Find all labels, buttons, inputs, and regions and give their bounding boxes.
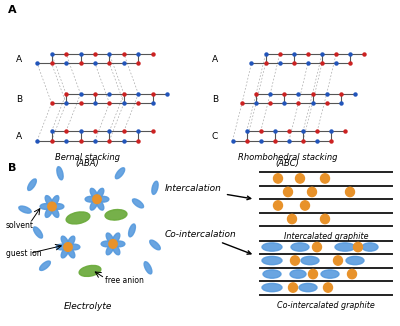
Text: Rhombohedral stacking: Rhombohedral stacking [238, 153, 338, 162]
Text: B: B [16, 95, 22, 104]
Circle shape [48, 202, 56, 211]
Text: guest ion: guest ion [6, 249, 42, 258]
Ellipse shape [96, 200, 104, 210]
Ellipse shape [90, 188, 98, 199]
Text: Intercalated graphite: Intercalated graphite [284, 232, 368, 242]
Ellipse shape [85, 196, 96, 202]
Text: A: A [16, 55, 22, 64]
Ellipse shape [112, 244, 120, 255]
Text: A: A [16, 132, 22, 141]
Circle shape [274, 201, 282, 210]
Text: Electrolyte: Electrolyte [64, 303, 112, 311]
Ellipse shape [112, 233, 120, 243]
Circle shape [320, 214, 330, 224]
Ellipse shape [128, 224, 136, 237]
Circle shape [308, 269, 318, 279]
Ellipse shape [144, 262, 152, 274]
Text: solvent: solvent [6, 221, 34, 230]
Circle shape [320, 174, 330, 183]
Text: Co-intercalation: Co-intercalation [165, 230, 251, 254]
Circle shape [334, 256, 342, 265]
Text: Bernal stacking: Bernal stacking [55, 153, 120, 162]
Circle shape [288, 283, 298, 292]
Ellipse shape [290, 270, 306, 278]
Text: Intercalation: Intercalation [165, 184, 251, 200]
Ellipse shape [262, 243, 282, 251]
Ellipse shape [105, 210, 127, 220]
Ellipse shape [34, 227, 42, 238]
Ellipse shape [101, 241, 112, 247]
Ellipse shape [61, 248, 68, 258]
Circle shape [354, 242, 362, 252]
Circle shape [324, 283, 332, 292]
Text: B: B [212, 95, 218, 104]
Ellipse shape [114, 241, 125, 247]
Ellipse shape [262, 256, 282, 265]
Ellipse shape [291, 243, 309, 251]
Ellipse shape [262, 283, 282, 292]
Ellipse shape [299, 283, 317, 292]
Ellipse shape [301, 256, 319, 265]
Ellipse shape [53, 204, 64, 209]
Circle shape [93, 195, 101, 204]
Text: Co-intercalated graphite: Co-intercalated graphite [277, 301, 375, 310]
Ellipse shape [69, 244, 80, 250]
Ellipse shape [40, 261, 50, 271]
Ellipse shape [40, 204, 51, 209]
Ellipse shape [98, 196, 109, 202]
Ellipse shape [321, 270, 339, 278]
Text: free anion: free anion [105, 276, 144, 285]
Ellipse shape [152, 181, 158, 194]
Text: (ABC): (ABC) [276, 159, 300, 168]
Ellipse shape [132, 199, 144, 208]
Ellipse shape [57, 167, 63, 180]
Ellipse shape [106, 233, 114, 243]
Text: (ABA): (ABA) [76, 159, 99, 168]
Ellipse shape [106, 244, 114, 255]
Ellipse shape [96, 188, 104, 199]
Ellipse shape [150, 240, 160, 250]
Circle shape [64, 243, 72, 251]
Circle shape [348, 269, 356, 279]
Circle shape [288, 214, 296, 224]
Ellipse shape [362, 243, 378, 251]
Ellipse shape [66, 212, 90, 224]
Ellipse shape [61, 236, 68, 246]
Ellipse shape [56, 244, 67, 250]
Ellipse shape [45, 207, 52, 217]
Text: A: A [212, 55, 218, 64]
Circle shape [296, 174, 304, 183]
Ellipse shape [52, 207, 59, 217]
Text: B: B [8, 163, 16, 173]
Circle shape [308, 187, 316, 197]
Ellipse shape [68, 236, 75, 246]
Circle shape [312, 242, 322, 252]
Text: C: C [212, 132, 218, 141]
Circle shape [284, 187, 292, 197]
Ellipse shape [263, 270, 281, 278]
Ellipse shape [79, 265, 101, 276]
Ellipse shape [115, 168, 125, 179]
Circle shape [290, 256, 300, 265]
Circle shape [274, 174, 282, 183]
Ellipse shape [346, 256, 364, 265]
Circle shape [346, 187, 354, 197]
Circle shape [109, 240, 117, 248]
Ellipse shape [19, 206, 31, 213]
Ellipse shape [52, 196, 59, 206]
Circle shape [300, 201, 310, 210]
Ellipse shape [28, 179, 36, 190]
Ellipse shape [335, 243, 355, 251]
Ellipse shape [68, 248, 75, 258]
Text: A: A [8, 5, 17, 15]
Ellipse shape [45, 196, 52, 206]
Ellipse shape [90, 200, 98, 210]
